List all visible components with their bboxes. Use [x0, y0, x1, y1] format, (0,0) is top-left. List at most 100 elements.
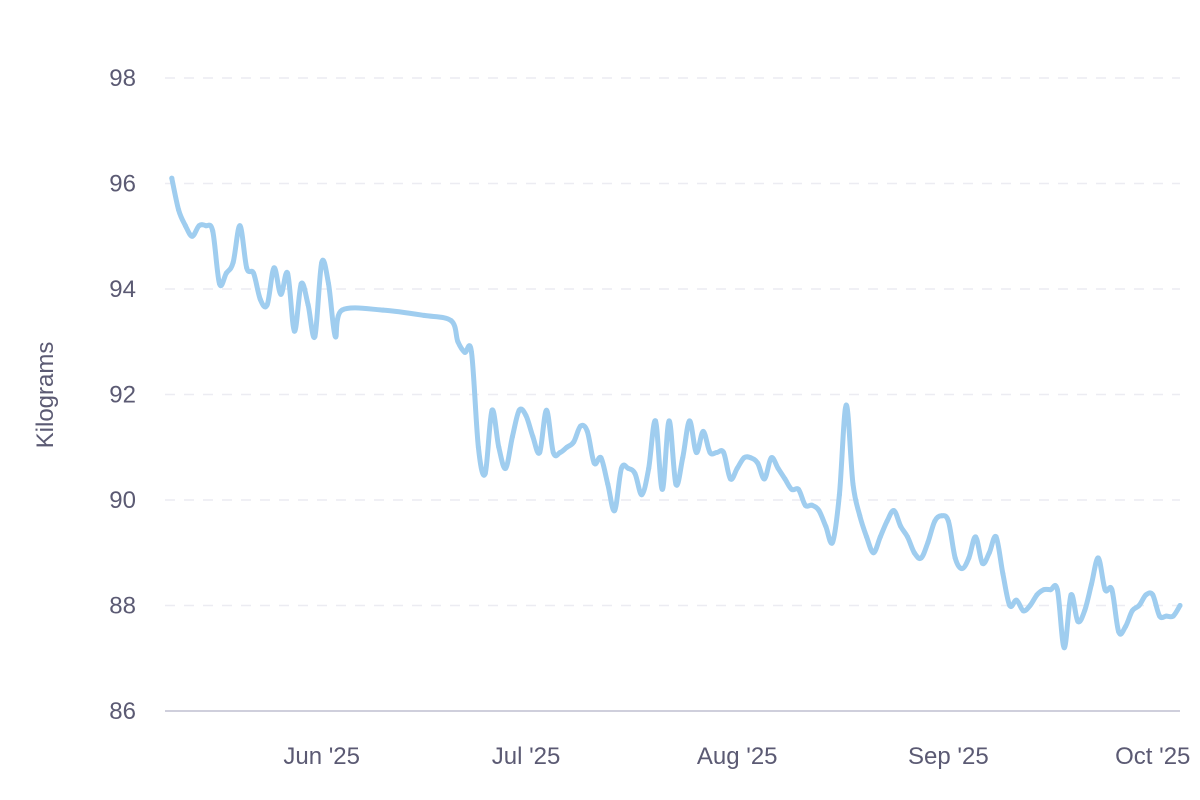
data-point [1136, 603, 1142, 608]
data-point [544, 407, 549, 413]
data-point [1061, 645, 1067, 651]
data-point [244, 265, 250, 271]
data-point [332, 334, 338, 339]
data-point [782, 476, 788, 482]
data-point [564, 444, 570, 450]
x-tick-label: Jul '25 [492, 743, 561, 770]
data-point [421, 312, 427, 318]
data-point [278, 291, 284, 297]
data-point [285, 270, 291, 276]
data-point [687, 418, 692, 424]
data-point [884, 518, 890, 524]
data-point [850, 481, 856, 487]
data-point [591, 460, 597, 466]
data-point [646, 465, 652, 471]
data-point [1020, 608, 1026, 614]
data-point [251, 270, 257, 276]
data-point [237, 223, 243, 229]
data-point [802, 502, 808, 508]
data-point [584, 428, 590, 434]
data-point [462, 349, 468, 355]
data-point [1150, 592, 1156, 598]
data-point [217, 281, 222, 287]
data-point [939, 513, 945, 519]
data-point [1109, 587, 1115, 593]
data-point [380, 307, 386, 313]
data-point [959, 566, 965, 572]
data-point [1088, 581, 1094, 587]
series-group [169, 175, 1183, 651]
data-point [182, 223, 188, 229]
data-point [1095, 555, 1101, 561]
data-point [877, 534, 883, 540]
data-point [550, 450, 556, 455]
data-point [905, 534, 910, 540]
data-point [503, 465, 509, 471]
y-tick-label: 86 [109, 698, 136, 725]
data-point [1054, 587, 1060, 593]
data-point [257, 297, 263, 303]
data-point [680, 455, 686, 461]
data-point [298, 281, 304, 287]
data-point [796, 486, 801, 492]
data-point [625, 465, 631, 471]
data-point [1123, 624, 1128, 630]
data-point [653, 418, 658, 424]
data-point [339, 307, 345, 313]
data-point [312, 334, 318, 339]
y-tick-label: 90 [109, 487, 136, 514]
data-point [693, 450, 699, 455]
y-tick-label: 92 [109, 382, 136, 409]
data-point [571, 439, 577, 445]
data-point [223, 270, 229, 276]
data-point [830, 539, 836, 545]
data-point [1177, 603, 1183, 608]
data-point [727, 476, 733, 482]
data-point [1157, 613, 1163, 619]
grid-lines [165, 77, 1180, 607]
data-point [986, 550, 992, 556]
data-point [864, 534, 870, 540]
data-point [605, 481, 611, 487]
data-point [809, 502, 815, 508]
data-point [189, 233, 195, 239]
data-point [1102, 587, 1108, 593]
data-point [618, 465, 624, 471]
data-point [721, 450, 727, 455]
data-point [979, 560, 985, 566]
data-point [1163, 613, 1169, 619]
x-axis-ticks: Jun '25 Jul '25 Aug '25 Sep '25 Oct '25 [283, 743, 1190, 770]
data-point [918, 555, 924, 561]
data-point [1034, 592, 1040, 598]
data-point [973, 534, 979, 540]
data-point [530, 434, 536, 440]
data-point [482, 471, 488, 477]
data-point [1068, 592, 1074, 598]
data-point [911, 550, 917, 556]
data-point [557, 450, 563, 455]
data-point [734, 465, 740, 471]
data-point [1048, 587, 1054, 593]
data-point [843, 402, 849, 408]
data-point [659, 486, 665, 492]
data-point [1129, 608, 1135, 614]
data-point [578, 423, 583, 429]
y-axis-title: Kilograms [32, 342, 59, 449]
data-point [169, 175, 175, 181]
data-point [612, 508, 618, 514]
data-point [700, 428, 706, 434]
data-point [762, 476, 767, 482]
data-point [489, 407, 495, 413]
data-point [455, 339, 461, 345]
data-point [291, 328, 297, 334]
data-point [516, 407, 522, 413]
data-point [509, 434, 515, 440]
y-axis-ticks: 86 88 90 92 94 96 98 [109, 65, 136, 725]
x-tick-label: Aug '25 [697, 743, 778, 770]
x-tick-label: Sep '25 [908, 743, 989, 770]
data-point [857, 513, 863, 519]
data-point [639, 492, 645, 498]
data-point [755, 460, 761, 466]
data-point [932, 518, 938, 524]
